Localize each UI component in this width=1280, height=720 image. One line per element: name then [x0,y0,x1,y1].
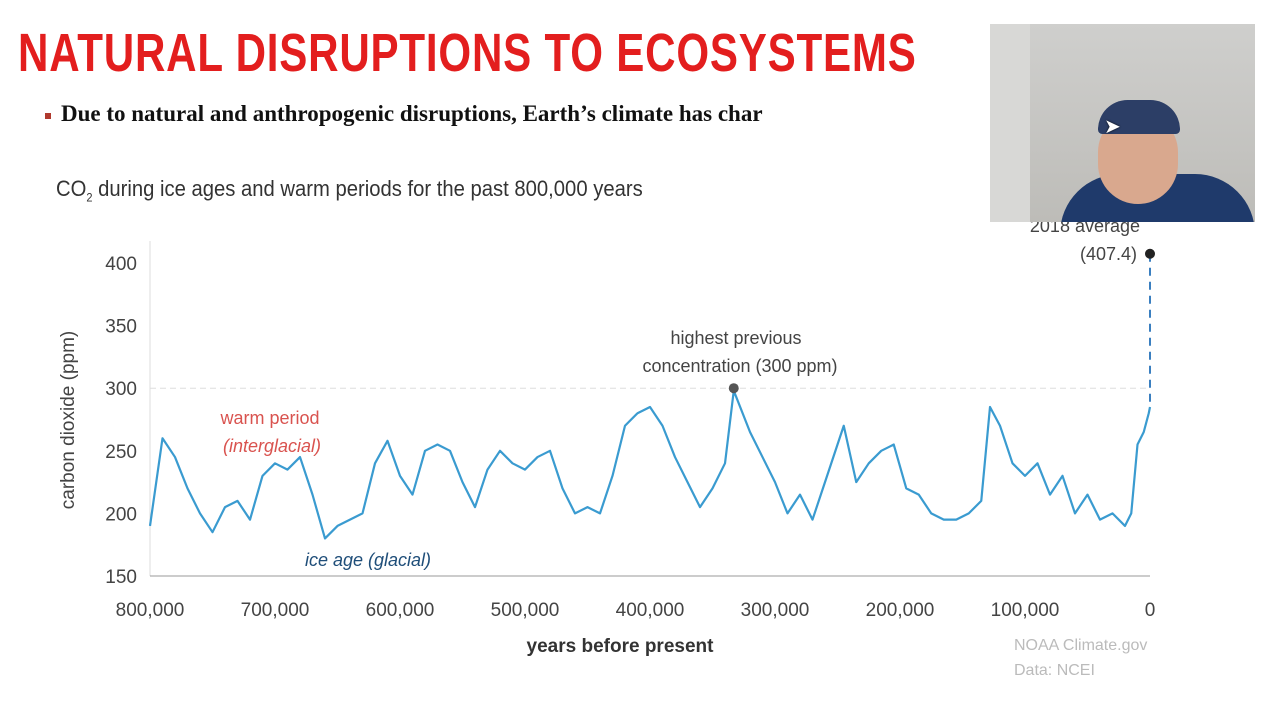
ice-age-label: ice age (glacial) [305,550,431,570]
webcam-overlay [990,24,1255,222]
bullet-point: Due to natural and anthropogenic disrupt… [45,101,763,127]
x-tick-label: 200,000 [866,600,935,621]
slide-title: NATURAL DISRUPTIONS TO ECOSYSTEMS [18,23,917,83]
presenter-cap [1098,100,1180,134]
highest-label-line1: highest previous [670,328,801,348]
latest-point [1145,248,1155,259]
x-tick-label: 300,000 [741,600,810,621]
x-tick-label: 0 [1145,600,1156,621]
y-tick-label: 150 [105,567,137,588]
mouse-cursor: ➤ [1104,116,1121,138]
co2-series-line [148,389,1152,540]
credit-line2: Data: NCEI [1014,662,1095,679]
highest-label-line2: concentration (300 ppm) [642,356,837,376]
x-tick-label: 500,000 [491,600,560,621]
x-tick-label: 600,000 [366,600,435,621]
bullet-text: Due to natural and anthropogenic disrupt… [61,101,763,126]
x-tick-label: 800,000 [116,600,185,621]
interglacial-label: (interglacial) [223,436,321,456]
y-tick-label: 300 [105,379,137,400]
latest-label-line2: (407.4) [1080,244,1137,264]
bullet-marker [45,112,51,119]
x-tick-label: 100,000 [991,600,1060,621]
x-axis-label: years before present [527,636,715,657]
x-tick-label: 400,000 [616,600,685,621]
y-axis-label: carbon dioxide (ppm) [58,331,79,509]
x-tick-label: 700,000 [241,600,310,621]
highest-previous-point [728,383,739,394]
y-tick-label: 350 [105,317,137,338]
y-tick-label: 200 [105,504,137,525]
credit-line1: NOAA Climate.gov [1014,637,1147,654]
chart-title: CO2 during ice ages and warm periods for… [56,176,643,205]
y-tick-label: 250 [105,442,137,463]
warm-period-label: warm period [219,408,319,428]
y-tick-label: 400 [105,254,137,275]
